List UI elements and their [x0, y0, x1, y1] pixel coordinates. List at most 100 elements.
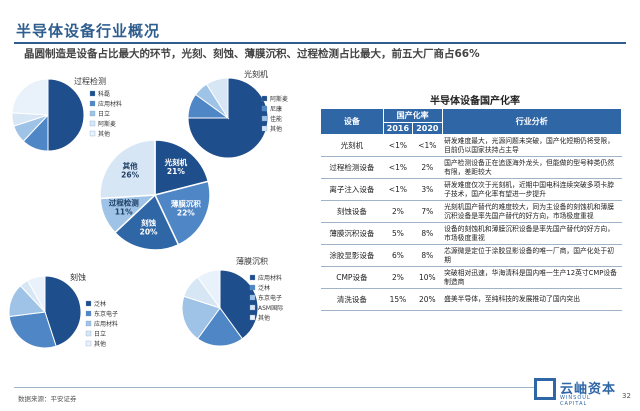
row-analysis: 研发难度最大，光源问题未突破，国产化短期仍将受限，目前仍以国家扶持占主导	[442, 134, 622, 157]
row-equipment: 离子注入设备	[320, 178, 384, 201]
row-2020: 10%	[412, 266, 443, 289]
legend-label: 东京电子	[258, 294, 282, 302]
legend-label: 其他	[270, 125, 282, 133]
row-2020: <1%	[412, 134, 443, 157]
logo: 云岫资本 WINSOUL CAPITAL	[534, 376, 620, 407]
legend-label: 日立	[94, 330, 106, 338]
small-pie-title: 光刻机	[244, 69, 268, 79]
legend-swatch	[89, 90, 96, 97]
legend-swatch	[85, 330, 92, 337]
row-2016: 6%	[383, 244, 413, 267]
legend-swatch	[89, 110, 96, 117]
legend-swatch	[249, 304, 256, 311]
main-pie-label: 其他	[123, 161, 138, 171]
legend-label: ASM国际	[258, 304, 283, 312]
legend-swatch	[89, 100, 96, 107]
title-divider	[14, 42, 626, 44]
small-pie-slice	[26, 275, 46, 313]
row-2016: <1%	[383, 134, 413, 157]
main-pie-slice	[154, 139, 210, 196]
legend-swatch	[85, 320, 92, 327]
row-analysis: 盛美半导体，至纯科技的发展推动了国内突出	[442, 288, 622, 311]
table-row: 刻蚀设备 2% 7% 光刻机国产替代的难度较大，同为主设备的刻蚀机和薄膜沉积设备是率先…	[320, 200, 622, 223]
table-row: 涂胶显影设备 6% 8% 芯源微是定位于涂胶显影设备的唯一厂商，国产化处于初期	[320, 244, 622, 267]
row-2016: <1%	[383, 156, 413, 179]
legend-swatch	[85, 340, 92, 347]
row-analysis: 设备的刻蚀机和薄膜沉积设备是率先国产替代的好方向，市场极度重视	[442, 222, 622, 245]
main-pie-slice	[153, 180, 211, 246]
small-pie-slice	[196, 307, 244, 347]
localization-table: 设备 国产化率 行业分析 2016 2020 光刻机 <1% <1% 研发难度最大，光…	[320, 108, 623, 311]
legend-label: 尼康	[270, 105, 282, 113]
small-pie-slice	[8, 311, 57, 349]
table-row: 过程检测设备 <1% 2% 国产检测设备正在追逐海外龙头，但能做的型号种类仍然有限，差…	[320, 156, 622, 179]
legend-label: 其他	[94, 340, 106, 348]
row-analysis: 国产检测设备正在追逐海外龙头，但能做的型号种类仍然有限，差距较大	[442, 156, 622, 179]
main-pie-slice	[99, 139, 156, 200]
table-row: CMP设备 2% 10% 突破相对迅速，华海清科是国内唯一生产12英寸CMP设备制造商	[320, 266, 622, 289]
header-rate: 国产化率	[382, 108, 443, 123]
row-analysis: 研发难度仅次于光刻机，近期中国电科连续突破多项卡脖子技术，国产化率有望进一步提升	[442, 178, 622, 201]
small-pie-slice	[44, 275, 82, 347]
row-2020: 7%	[412, 200, 443, 223]
main-pie-label: 26%	[121, 171, 139, 180]
small-pie-title: 刻蚀	[70, 272, 86, 282]
legend-label: 科磊	[98, 90, 110, 98]
main-pie-slice	[113, 193, 180, 251]
legend-label: 泛林	[258, 284, 270, 292]
pie-charts: 光刻机21%薄膜沉积22%刻蚀20%过程检测11%其他26%过程检测科磊应用材料…	[8, 69, 288, 349]
legend-label: 其他	[98, 130, 110, 138]
row-2016: 2%	[383, 266, 413, 289]
legend-swatch	[249, 294, 256, 301]
legend-swatch	[249, 314, 256, 321]
row-equipment: 薄膜沉积设备	[320, 222, 384, 245]
row-2020: 20%	[412, 288, 443, 311]
row-equipment: 过程检测设备	[320, 156, 384, 179]
data-source: 数据来源：平安证券	[18, 395, 77, 403]
logo-english: WINSOUL CAPITAL	[560, 395, 591, 407]
legend-swatch	[261, 125, 268, 132]
table-row: 光刻机 <1% <1% 研发难度最大，光源问题未突破，国产化短期仍将受限，目前仍以国家…	[320, 134, 622, 157]
row-equipment: 刻蚀设备	[320, 200, 384, 223]
legend-label: 佳能	[270, 115, 282, 123]
legend-label: 泛林	[94, 300, 106, 308]
small-pie-slice	[47, 78, 85, 152]
row-equipment: 清洗设备	[320, 288, 384, 311]
row-equipment: CMP设备	[320, 266, 384, 289]
legend-label: 东京电子	[94, 310, 118, 318]
row-equipment: 光刻机	[320, 134, 384, 157]
legend-swatch	[89, 130, 96, 137]
header-2020: 2020	[412, 122, 443, 135]
logo-mark-icon	[534, 378, 556, 400]
legend-swatch	[85, 300, 92, 307]
table-row: 离子注入设备 <1% 3% 研发难度仅次于光刻机，近期中国电科连续突破多项卡脖子技术，…	[320, 178, 622, 201]
small-pie-slice	[181, 295, 221, 340]
legend-swatch	[249, 284, 256, 291]
legend-swatch	[89, 120, 96, 127]
main-pie-label: 11%	[115, 208, 133, 217]
legend-label: 应用材料	[98, 100, 122, 108]
legend-swatch	[261, 115, 268, 122]
legend-swatch	[261, 105, 268, 112]
logo-name: 云岫资本	[560, 382, 617, 397]
main-pie-label: 过程检测	[109, 198, 139, 208]
small-pie-slice	[196, 269, 221, 310]
small-pie-slice	[205, 77, 229, 120]
legend-swatch	[261, 95, 268, 102]
header-equipment: 设备	[320, 108, 384, 135]
row-2016: 5%	[383, 222, 413, 245]
legend-label: 阿斯麦	[270, 95, 288, 103]
row-analysis: 芯源微是定位于涂胶显影设备的唯一厂商，国产化处于初期	[442, 244, 622, 267]
row-analysis: 突破相对迅速，华海清科是国内唯一生产12英寸CMP设备制造商	[442, 266, 622, 289]
main-pie-label: 刻蚀	[141, 217, 156, 227]
small-pie-title: 过程检测	[74, 76, 106, 86]
row-2016: 2%	[383, 200, 413, 223]
main-pie-label: 光刻机	[164, 157, 188, 167]
small-pie-slice	[11, 78, 49, 116]
legend-swatch	[85, 310, 92, 317]
main-pie-label: 21%	[167, 167, 185, 176]
row-analysis: 光刻机国产替代的难度较大，同为主设备的刻蚀机和薄膜沉积设备是率先国产替代的好方向…	[442, 200, 622, 223]
legend-label: 阿斯麦	[98, 120, 116, 128]
legend-label: 日立	[98, 110, 110, 118]
row-2016: <1%	[383, 178, 413, 201]
